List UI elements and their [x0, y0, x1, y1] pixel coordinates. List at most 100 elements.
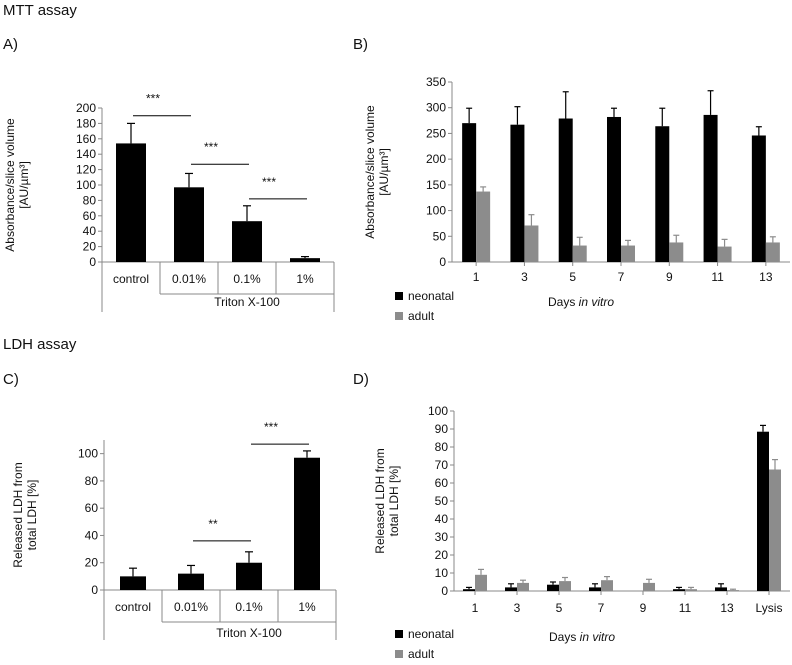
panel-b-y-tick-label: 50 [433, 229, 447, 243]
panel-d-x-tick-label: 9 [640, 601, 647, 615]
panel-b-y-tick-label: 100 [426, 204, 446, 218]
panel-a-y-tick-label: 180 [76, 116, 96, 130]
panel-b-x-tick-label: 5 [569, 270, 576, 284]
panel-c-x-tick-label: 0.01% [174, 600, 208, 614]
panel-b-legend-swatch-adult [395, 312, 403, 320]
panel-a-y-axis-label: Absorbance/slice volume[AU/µm³] [3, 118, 31, 252]
panel-a-y-tick-label: 20 [83, 240, 97, 254]
panel-d-bar-adult [685, 589, 697, 591]
panel-d-bar-neonatal [673, 589, 685, 591]
panel-b-bar-adult [717, 246, 732, 262]
panel-d-x-tick-label: 13 [720, 601, 734, 615]
panel-d-y-tick-label: 30 [435, 530, 449, 544]
panel-b-bar-neonatal [558, 118, 573, 262]
panel-b-panel-label: B) [353, 36, 368, 53]
panel-c-y-tick-label: 20 [85, 556, 99, 570]
panel-c-bar [236, 562, 262, 590]
panel-c-significance-label: ** [208, 517, 218, 531]
panel-d-bar-adult [559, 581, 571, 591]
panel-b-bar-neonatal [655, 126, 670, 262]
section-title-mtt: MTT assay [3, 2, 77, 19]
panel-a-significance-label: *** [146, 92, 160, 106]
panel-b-x-tick-label: 11 [711, 270, 724, 284]
panel-b-legend-swatch-neonatal [395, 292, 403, 300]
panel-a-y-tick-label: 40 [83, 224, 97, 238]
panel-b-legend-label-adult: adult [408, 309, 435, 323]
panel-d-legend-swatch-adult [395, 650, 403, 658]
panel-b-bar-adult [524, 225, 539, 262]
panel-b-y-tick-label: 300 [426, 101, 446, 115]
panel-a-y-tick-label: 160 [76, 132, 96, 146]
panel-a-bar [116, 143, 146, 262]
panel-d-x-tick-label: 11 [679, 601, 692, 615]
panel-d-y-tick-label: 10 [435, 566, 449, 580]
panel-b-y-tick-label: 150 [426, 178, 446, 192]
panel-a-y-tick-label: 200 [76, 101, 96, 115]
panel-b-y-tick-label: 350 [426, 75, 446, 89]
panel-a-y-axis-label-line: Absorbance/slice volume [3, 118, 17, 252]
panel-c-x-tick-label: 1% [298, 600, 316, 614]
panel-c-y-tick-label: 60 [85, 501, 99, 515]
panel-b-bar-adult [476, 191, 491, 262]
panel-c-y-axis-label-line: Released LDH from [11, 462, 25, 567]
panel-c-bar [178, 573, 204, 590]
panel-d-y-axis-label-line: Released LDH from [373, 448, 387, 553]
panel-b-x-axis-label: Days in vitro [548, 295, 614, 309]
panel-b-bar-adult [572, 245, 587, 262]
panel-d-legend-label-neonatal: neonatal [408, 627, 454, 641]
panel-d-panel-label: D) [353, 371, 369, 388]
panel-b-bar-adult [669, 242, 684, 262]
section-title-ldh: LDH assay [3, 336, 77, 353]
panel-d-bar-neonatal [589, 587, 601, 591]
panel-b-y-tick-label: 200 [426, 152, 446, 166]
panel-b-x-tick-label: 3 [521, 270, 528, 284]
panel-c-x-tick-label: control [115, 600, 151, 614]
panel-d-chart: 0 10 20 30 40 50 60 70 80 90 100 Released LDH fromt… [353, 371, 790, 661]
panel-b-bar-neonatal [751, 135, 766, 262]
panel-a-x-tick-label: 0.01% [172, 272, 206, 286]
panel-d-x-tick-label: 1 [472, 601, 479, 615]
panel-d-x-axis-label: Days in vitro [549, 630, 615, 644]
panel-b-y-axis-label-line: Absorbance/slice volume [363, 105, 377, 239]
panel-b-x-tick-label: 9 [666, 270, 673, 284]
panel-d-bar-neonatal [715, 587, 727, 591]
panel-d-x-tick-label: Lysis [756, 601, 783, 615]
panel-a-bar [290, 258, 320, 262]
panel-a-x-tick-label: 1% [296, 272, 314, 286]
panel-d-x-axis-label-italic: in vitro [580, 630, 616, 644]
panel-c-y-axis-label-line: total LDH [%] [25, 480, 39, 551]
panel-a-y-axis-label-line: [AU/µm³] [17, 161, 31, 209]
panel-a-y-tick-label: 0 [89, 255, 96, 269]
panel-c-bar [294, 457, 320, 590]
panel-d-x-tick-label: 3 [514, 601, 521, 615]
panel-a-group-label: Triton X-100 [214, 295, 280, 309]
panel-d-bar-neonatal [505, 587, 517, 591]
panel-b-bar-neonatal [703, 114, 718, 263]
panel-c-bar [120, 576, 146, 590]
panel-d-y-axis-label: Released LDH fromtotal LDH [%] [373, 448, 401, 553]
panel-a-x-tick-label: 0.1% [233, 272, 261, 286]
panel-b-bar-adult [765, 242, 780, 262]
panel-c-panel-label: C) [3, 371, 19, 388]
panel-a-bar [174, 187, 204, 262]
panel-d-bar-neonatal [463, 589, 475, 591]
panel-a-panel-label: A) [3, 36, 18, 53]
panel-d-bar-adult [643, 582, 655, 591]
panel-d-y-tick-label: 80 [435, 440, 449, 454]
panel-b-chart: 0 50 100 150 200 250 300 350 Absorbance/slice vo… [353, 36, 790, 323]
panel-b-bar-adult [621, 245, 635, 262]
panel-d-bar-adult [517, 582, 529, 591]
panel-b-y-axis-label-line: [AU/µm³] [377, 148, 391, 196]
panel-d-bar-adult [727, 590, 739, 591]
panel-a-y-tick-label: 100 [76, 178, 96, 192]
panel-d-bar-adult [601, 580, 613, 591]
panel-d-x-tick-label: 5 [556, 601, 563, 615]
panel-d-x-tick-label: 7 [598, 601, 605, 615]
panel-d-y-tick-label: 0 [441, 584, 448, 598]
panel-a-y-tick-label: 140 [76, 147, 96, 161]
panel-b-y-tick-label: 0 [439, 255, 446, 269]
panel-a-bar [232, 221, 262, 262]
panel-c-group-label: Triton X-100 [216, 626, 282, 640]
panel-d-bar-neonatal [547, 584, 559, 591]
